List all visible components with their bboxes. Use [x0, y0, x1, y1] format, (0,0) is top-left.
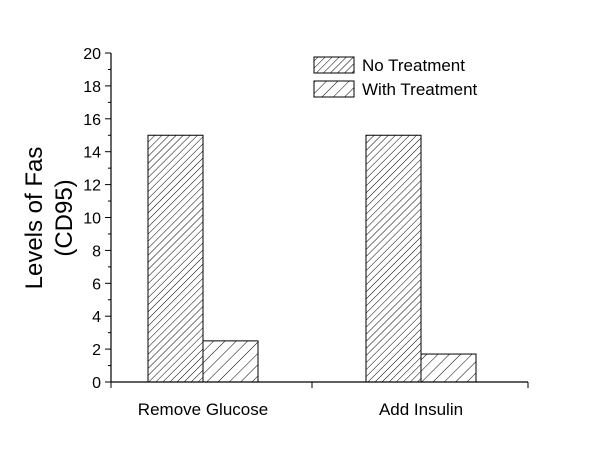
legend: No Treatment With Treatment	[313, 56, 478, 99]
bar-with-treatment-remove-glucose	[202, 340, 259, 383]
y-tick-label-4: 4	[92, 309, 101, 326]
bar-with-treatment-add-insulin	[420, 353, 477, 383]
y-axis-title: Levels of Fas (CD95)	[21, 147, 78, 290]
y-tick-label-20: 20	[83, 46, 101, 63]
legend-swatch-no-treatment	[313, 56, 355, 74]
y-tick-label-16: 16	[83, 112, 101, 129]
y-tick-label-8: 8	[92, 243, 101, 260]
y-tick-label-14: 14	[83, 145, 101, 162]
y-tick-label-18: 18	[83, 79, 101, 96]
bars-layer	[147, 134, 477, 383]
axes-layer: 0 2 4 6 8 10 12 14 16 18 20 Remove Glucose Add Insul…	[83, 46, 529, 419]
y-tick-label-2: 2	[92, 342, 101, 359]
y-tick-label-12: 12	[83, 178, 101, 195]
bar-no-treatment-add-insulin	[365, 134, 422, 383]
y-tick-label-10: 10	[83, 211, 101, 228]
legend-swatch-with-treatment	[313, 80, 355, 98]
x-category-label-add-insulin: Add Insulin	[379, 400, 463, 419]
legend-label-with-treatment: With Treatment	[362, 80, 478, 99]
legend-label-no-treatment: No Treatment	[362, 56, 465, 75]
bar-no-treatment-remove-glucose	[147, 134, 204, 383]
y-axis-title-line-1: Levels of Fas	[21, 147, 48, 290]
x-category-label-remove-glucose: Remove Glucose	[138, 400, 268, 419]
y-tick-label-0: 0	[92, 375, 101, 392]
y-axis-title-line-2: (CD95)	[51, 179, 78, 256]
y-tick-label-6: 6	[92, 276, 101, 293]
